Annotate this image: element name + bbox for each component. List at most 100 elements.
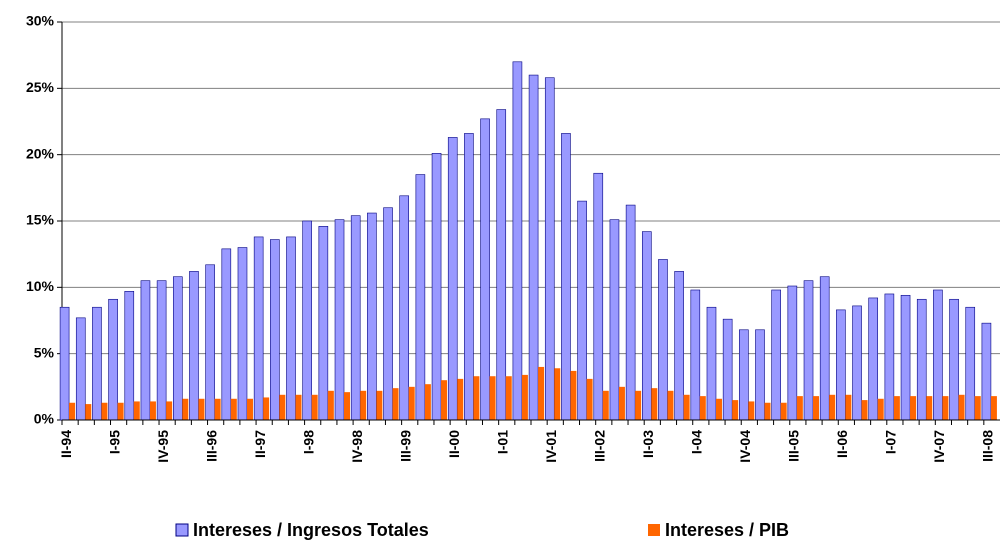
bar bbox=[140, 280, 151, 421]
bar bbox=[544, 77, 555, 421]
bar bbox=[447, 137, 458, 421]
bar bbox=[318, 226, 329, 421]
bar bbox=[990, 396, 997, 420]
bar bbox=[376, 390, 383, 420]
x-tick-label: II-94 bbox=[58, 430, 74, 458]
bar bbox=[755, 329, 765, 421]
bar bbox=[263, 397, 270, 420]
bar bbox=[334, 219, 345, 421]
bar bbox=[286, 236, 296, 421]
x-tick-label: II-06 bbox=[834, 430, 850, 458]
bar bbox=[722, 318, 733, 421]
x-tick-label: III-05 bbox=[786, 430, 802, 462]
bar bbox=[473, 376, 480, 420]
bar bbox=[108, 298, 118, 421]
bar bbox=[311, 394, 318, 420]
x-tick-label: II-03 bbox=[640, 430, 656, 458]
x-tick-label: III-96 bbox=[203, 430, 219, 462]
bar bbox=[771, 289, 781, 421]
bar bbox=[706, 306, 717, 421]
bar bbox=[480, 118, 490, 421]
bar bbox=[496, 109, 507, 421]
y-tick-label: 20% bbox=[26, 145, 55, 161]
bar bbox=[965, 306, 976, 421]
bar bbox=[279, 394, 286, 420]
bar bbox=[221, 248, 232, 421]
bar bbox=[570, 370, 577, 420]
y-tick-label: 10% bbox=[26, 278, 55, 294]
bar bbox=[408, 386, 415, 420]
bar bbox=[868, 297, 879, 421]
bar bbox=[367, 212, 377, 421]
bar bbox=[699, 396, 706, 420]
legend-label: Intereses / PIB bbox=[665, 520, 789, 540]
bar bbox=[884, 293, 895, 421]
bar bbox=[424, 384, 431, 420]
x-tick-label: III-99 bbox=[397, 430, 413, 462]
bar bbox=[910, 396, 917, 420]
bar bbox=[538, 366, 545, 420]
bar bbox=[561, 133, 571, 421]
bar bbox=[577, 200, 587, 421]
bar bbox=[609, 219, 620, 421]
bar bbox=[182, 398, 189, 420]
bar bbox=[780, 402, 787, 420]
x-tick-label: I-95 bbox=[106, 430, 122, 454]
bar bbox=[635, 390, 642, 420]
bar bbox=[651, 388, 658, 420]
bar bbox=[893, 396, 900, 420]
bar bbox=[457, 378, 464, 420]
legend-label: Intereses / Ingresos Totales bbox=[193, 520, 429, 540]
bar bbox=[214, 398, 221, 420]
bar bbox=[133, 401, 140, 420]
bar bbox=[787, 285, 798, 421]
bar bbox=[877, 398, 884, 420]
bar bbox=[166, 401, 173, 420]
x-tick-label: IV-04 bbox=[737, 430, 753, 463]
bar bbox=[683, 394, 690, 420]
x-tick-label: II-97 bbox=[252, 430, 268, 458]
x-tick-label: II-00 bbox=[446, 430, 462, 458]
bar bbox=[625, 204, 636, 421]
y-tick-label: 0% bbox=[34, 411, 55, 427]
bar bbox=[819, 276, 830, 421]
x-tick-label: IV-01 bbox=[543, 430, 559, 463]
bar bbox=[836, 309, 846, 421]
bar bbox=[295, 394, 302, 420]
bar bbox=[464, 133, 474, 421]
bar bbox=[117, 402, 124, 420]
bar bbox=[586, 378, 593, 420]
x-tick-label: III-08 bbox=[980, 430, 996, 462]
bar bbox=[926, 396, 933, 420]
y-tick-label: 30% bbox=[26, 13, 55, 29]
bar bbox=[845, 394, 852, 420]
bar bbox=[230, 398, 237, 420]
bar bbox=[739, 329, 749, 421]
bar bbox=[505, 376, 512, 420]
bar bbox=[489, 376, 496, 420]
bar bbox=[602, 390, 609, 420]
x-tick-label: IV-07 bbox=[931, 430, 947, 463]
bar bbox=[813, 396, 820, 420]
bar bbox=[554, 368, 561, 420]
bar bbox=[593, 172, 604, 421]
bar bbox=[916, 298, 927, 421]
bar bbox=[59, 306, 70, 421]
bar bbox=[715, 398, 722, 420]
bar bbox=[958, 394, 965, 420]
bar bbox=[431, 153, 442, 421]
x-tick-label: IV-95 bbox=[155, 430, 171, 463]
bar bbox=[521, 374, 528, 420]
bar bbox=[344, 392, 351, 420]
bar bbox=[981, 322, 992, 421]
bar bbox=[350, 215, 361, 421]
bar bbox=[674, 271, 684, 421]
bar bbox=[942, 396, 949, 420]
bar bbox=[829, 394, 836, 420]
bar bbox=[415, 174, 426, 421]
x-tick-label: III-02 bbox=[591, 430, 607, 462]
bar bbox=[667, 390, 674, 420]
bar bbox=[528, 74, 539, 421]
bar bbox=[327, 390, 334, 420]
